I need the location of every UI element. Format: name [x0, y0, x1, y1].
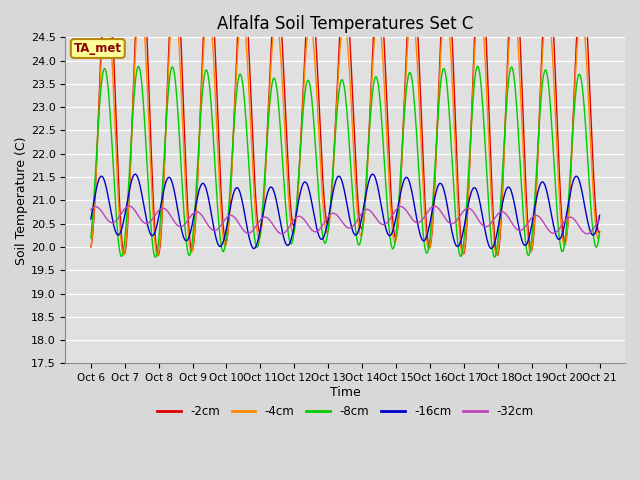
-32cm — [228, 213, 236, 218]
-16cm — [408, 186, 415, 192]
-16cm — [148, 233, 156, 239]
-2cm — [96, 72, 104, 77]
-16cm — [96, 174, 104, 180]
-16cm — [488, 246, 495, 252]
Title: Alfalfa Soil Temperatures Set C: Alfalfa Soil Temperatures Set C — [217, 15, 474, 33]
-8cm — [202, 68, 209, 74]
X-axis label: Time: Time — [330, 386, 360, 399]
-16cm — [596, 213, 604, 218]
-4cm — [596, 233, 604, 239]
-8cm — [149, 246, 157, 252]
-32cm — [278, 231, 285, 237]
-4cm — [202, 20, 209, 25]
-2cm — [154, 253, 162, 259]
-2cm — [596, 229, 604, 235]
-32cm — [87, 207, 95, 213]
-2cm — [149, 193, 157, 199]
-32cm — [596, 216, 604, 222]
Legend: -2cm, -4cm, -8cm, -16cm, -32cm: -2cm, -4cm, -8cm, -16cm, -32cm — [152, 400, 538, 423]
-16cm — [422, 235, 430, 240]
-32cm — [96, 206, 104, 212]
Text: TA_met: TA_met — [74, 42, 122, 55]
-8cm — [134, 63, 142, 69]
Line: -2cm: -2cm — [91, 0, 600, 256]
-2cm — [228, 155, 236, 160]
Line: -32cm: -32cm — [91, 206, 600, 234]
-8cm — [423, 251, 431, 256]
-32cm — [149, 216, 157, 221]
-2cm — [87, 244, 95, 250]
-4cm — [96, 82, 104, 88]
-4cm — [87, 244, 95, 250]
Line: -16cm: -16cm — [91, 174, 600, 249]
-8cm — [152, 254, 159, 260]
-16cm — [200, 181, 208, 187]
-8cm — [228, 149, 236, 155]
-2cm — [423, 229, 431, 235]
Y-axis label: Soil Temperature (C): Soil Temperature (C) — [15, 136, 28, 264]
-4cm — [408, 7, 416, 12]
-8cm — [596, 229, 604, 235]
-32cm — [201, 217, 209, 223]
-16cm — [87, 216, 95, 222]
Line: -4cm: -4cm — [91, 0, 600, 256]
-4cm — [423, 239, 431, 245]
-16cm — [227, 202, 235, 207]
-8cm — [408, 77, 416, 83]
-4cm — [136, 0, 144, 3]
-32cm — [125, 203, 133, 209]
-4cm — [154, 253, 161, 259]
-32cm — [408, 216, 416, 222]
-32cm — [423, 210, 431, 216]
-8cm — [87, 235, 95, 240]
-16cm — [369, 171, 376, 177]
-4cm — [228, 156, 236, 162]
Line: -8cm: -8cm — [91, 66, 600, 257]
-8cm — [96, 97, 104, 103]
-4cm — [149, 213, 157, 219]
